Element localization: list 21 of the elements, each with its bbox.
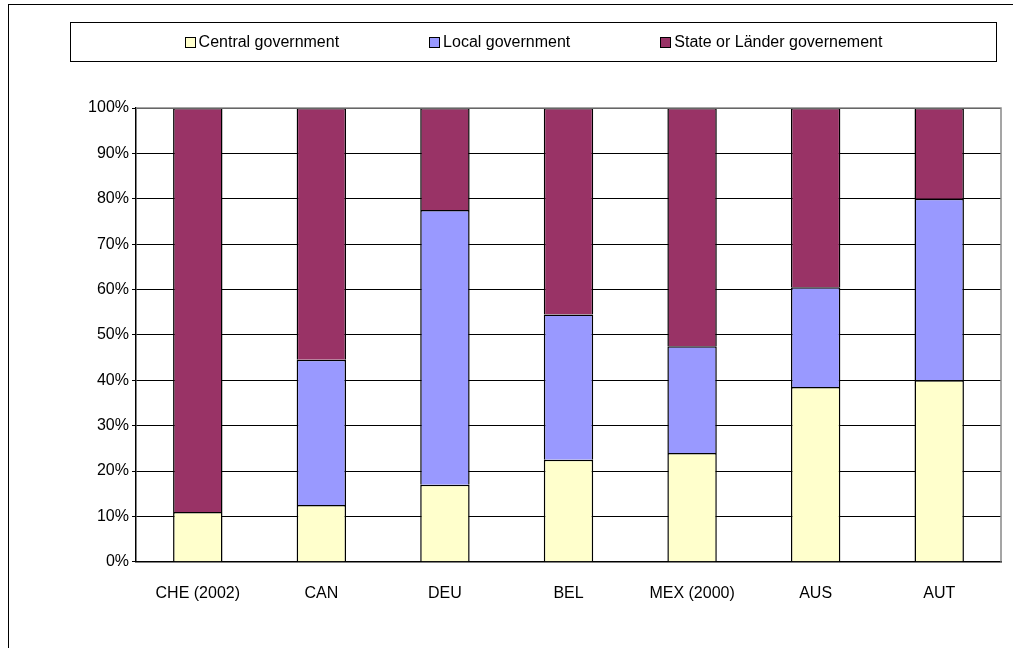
y-tick-label: 30% bbox=[96, 416, 129, 434]
y-tick-label: 90% bbox=[96, 143, 129, 161]
y-tick-label: 20% bbox=[96, 461, 129, 479]
y-tick-label: 80% bbox=[96, 189, 129, 207]
x-tick-label: CHE (2002) bbox=[155, 583, 241, 601]
y-tick-label: 50% bbox=[96, 325, 129, 343]
legend-label: Central government bbox=[198, 33, 340, 51]
x-tick-label: AUS bbox=[799, 583, 833, 601]
x-tick-label: DEU bbox=[428, 583, 462, 601]
x-tick-label: MEX (2000) bbox=[649, 583, 735, 601]
y-tick-label: 60% bbox=[96, 279, 129, 297]
y-tick-label: 40% bbox=[96, 370, 129, 388]
y-tick-label: 70% bbox=[96, 234, 129, 252]
legend-label: State or Länder governement bbox=[674, 33, 883, 51]
x-tick-label: AUT bbox=[923, 583, 956, 601]
x-tick-label: BEL bbox=[553, 583, 584, 601]
y-tick-label: 100% bbox=[88, 98, 129, 116]
y-tick-label: 10% bbox=[96, 506, 129, 524]
legend-label: Local government bbox=[443, 33, 571, 51]
y-tick-label: 0% bbox=[105, 552, 129, 570]
x-tick-label: CAN bbox=[304, 583, 339, 601]
